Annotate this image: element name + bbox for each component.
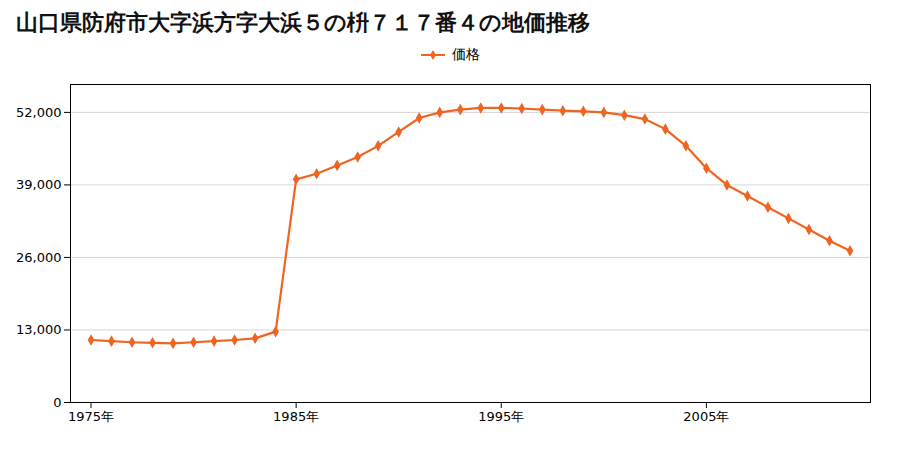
- svg-text:2005年: 2005年: [683, 409, 729, 424]
- svg-text:1995年: 1995年: [478, 409, 524, 424]
- svg-text:0: 0: [53, 395, 61, 410]
- svg-text:39,000: 39,000: [16, 177, 62, 192]
- svg-text:52,000: 52,000: [16, 105, 62, 120]
- html-text:山口県防府市大字浜方字大浜５の枡７１７番４の地価推移: 山口県防府市大字浜方字大浜５の枡７１７番４の地価推移: [16, 10, 590, 35]
- svg-text:1975年: 1975年: [68, 409, 114, 424]
- svg-text:13,000: 13,000: [16, 322, 62, 337]
- svg-text:26,000: 26,000: [16, 250, 62, 265]
- html-text:価格: 価格: [452, 46, 480, 62]
- svg-text:1985年: 1985年: [273, 409, 319, 424]
